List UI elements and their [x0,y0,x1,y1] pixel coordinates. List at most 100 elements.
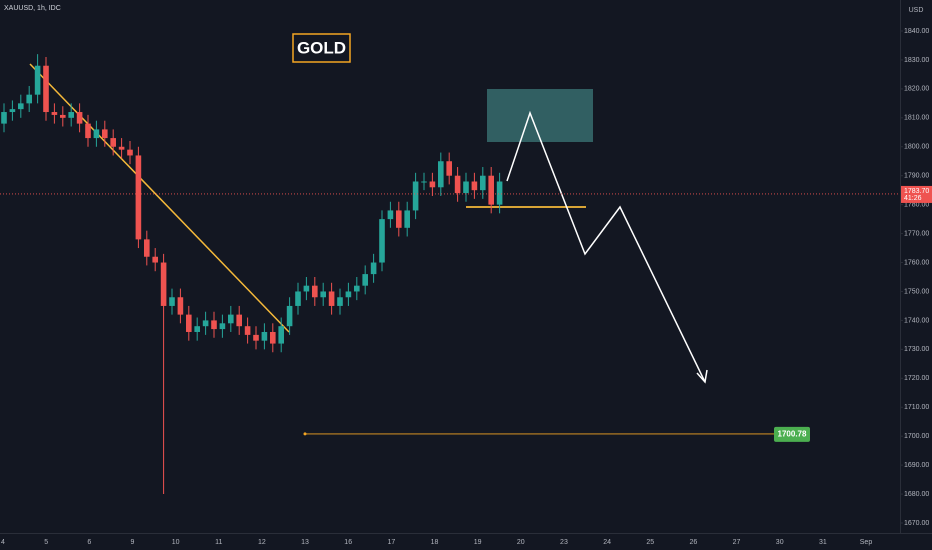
y-tick-label: 1820.00 [904,86,929,93]
candle-body [261,331,268,341]
candle-body [68,112,74,118]
y-tick-label: 1770.00 [904,230,929,237]
chart-title: XAUUSD, 1h, IDC [4,5,61,12]
x-tick-label: 23 [560,539,568,546]
candle-body [177,297,184,315]
supply-zone [487,89,593,142]
candle-body [421,181,427,183]
candle-body [144,239,150,257]
candle-body [454,175,461,194]
x-tick-label: 27 [733,539,741,546]
candle-body [169,297,175,306]
x-tick-label: 30 [776,539,784,546]
candle-body [253,334,259,341]
candle-body [194,326,200,332]
x-tick-label: 18 [431,539,439,546]
x-tick-label: 6 [87,539,91,546]
candle-body [496,181,503,205]
y-tick-label: 1800.00 [904,144,929,151]
candle-body [43,65,49,113]
x-tick-label: 10 [172,539,180,546]
y-tick-label: 1830.00 [904,57,929,64]
candle-body [303,285,310,292]
candle-body [51,112,58,115]
y-tick-label: 1680.00 [904,491,929,498]
candle-body [110,138,116,147]
x-tick-label: 31 [819,539,827,546]
y-tick-label: 1750.00 [904,288,929,295]
candle-body [362,274,368,286]
x-tick-label: 11 [215,539,222,546]
candle-body [211,320,217,330]
current-price-tag [901,185,932,203]
candle-body [337,297,343,306]
candle-body [34,65,41,95]
x-tick-label: 12 [258,539,266,546]
candle-body [18,103,24,110]
candle-body [429,181,436,188]
candle-body [446,161,452,176]
candle-body [320,291,326,298]
target-tag [774,426,810,442]
trend-line [29,63,290,333]
candle-body [312,285,318,298]
x-tick-label: 25 [646,539,654,546]
candle-body [278,326,284,344]
candle-body [102,129,108,139]
candle-body [354,285,360,292]
x-tick-label: 17 [387,539,395,546]
candle-body [370,262,377,275]
y-tick-label: 1790.00 [904,173,929,180]
candle-body [387,210,394,220]
candle-body [463,181,469,194]
x-tick-label: 9 [130,539,134,546]
candle-body [60,114,66,118]
y-tick-label: 1700.00 [904,433,929,440]
candle-body [270,331,276,344]
candle-body [244,326,251,335]
candle-body [1,112,7,124]
candle-body [152,256,158,263]
x-tick-label: 19 [474,539,482,546]
projection-path [506,110,706,383]
candle-body [488,175,494,205]
candle-body [480,175,486,191]
candle-body [236,314,242,327]
y-tick-label: 1690.00 [904,462,929,469]
target-label: 1700.78 [778,430,807,439]
candle-body [471,181,478,191]
currency-label: USD [909,7,924,14]
candle-body [228,314,234,324]
candle-body [438,161,444,188]
x-tick-label: 4 [1,539,5,546]
candle-body [118,146,125,150]
candle-body [160,262,167,306]
candle-body [93,129,100,139]
candle-body [9,109,16,113]
candle-body [76,112,83,124]
annotation-box [292,33,351,63]
candle-body [219,323,226,330]
x-tick-label: 26 [690,539,698,546]
candle-body [286,305,293,327]
y-tick-label: 1840.00 [904,28,929,35]
projection-arrowhead [696,369,708,384]
y-tick-label: 1780.00 [904,201,929,208]
candle-body [186,314,192,332]
candle-body [135,155,142,240]
candle-body [295,291,301,306]
y-tick-label: 1720.00 [904,375,929,382]
x-tick-label: 16 [344,539,352,546]
annotation-text: GOLD [297,38,346,57]
x-tick-label: 24 [603,539,611,546]
target-anchor [303,432,307,436]
candle-body [345,291,352,298]
x-tick-label: 5 [44,539,48,546]
current-price-label: 1783.70 [904,188,929,195]
candle-body [328,291,335,306]
candle-body [412,181,419,211]
x-tick-label: 20 [517,539,525,546]
candle-body [127,149,133,156]
